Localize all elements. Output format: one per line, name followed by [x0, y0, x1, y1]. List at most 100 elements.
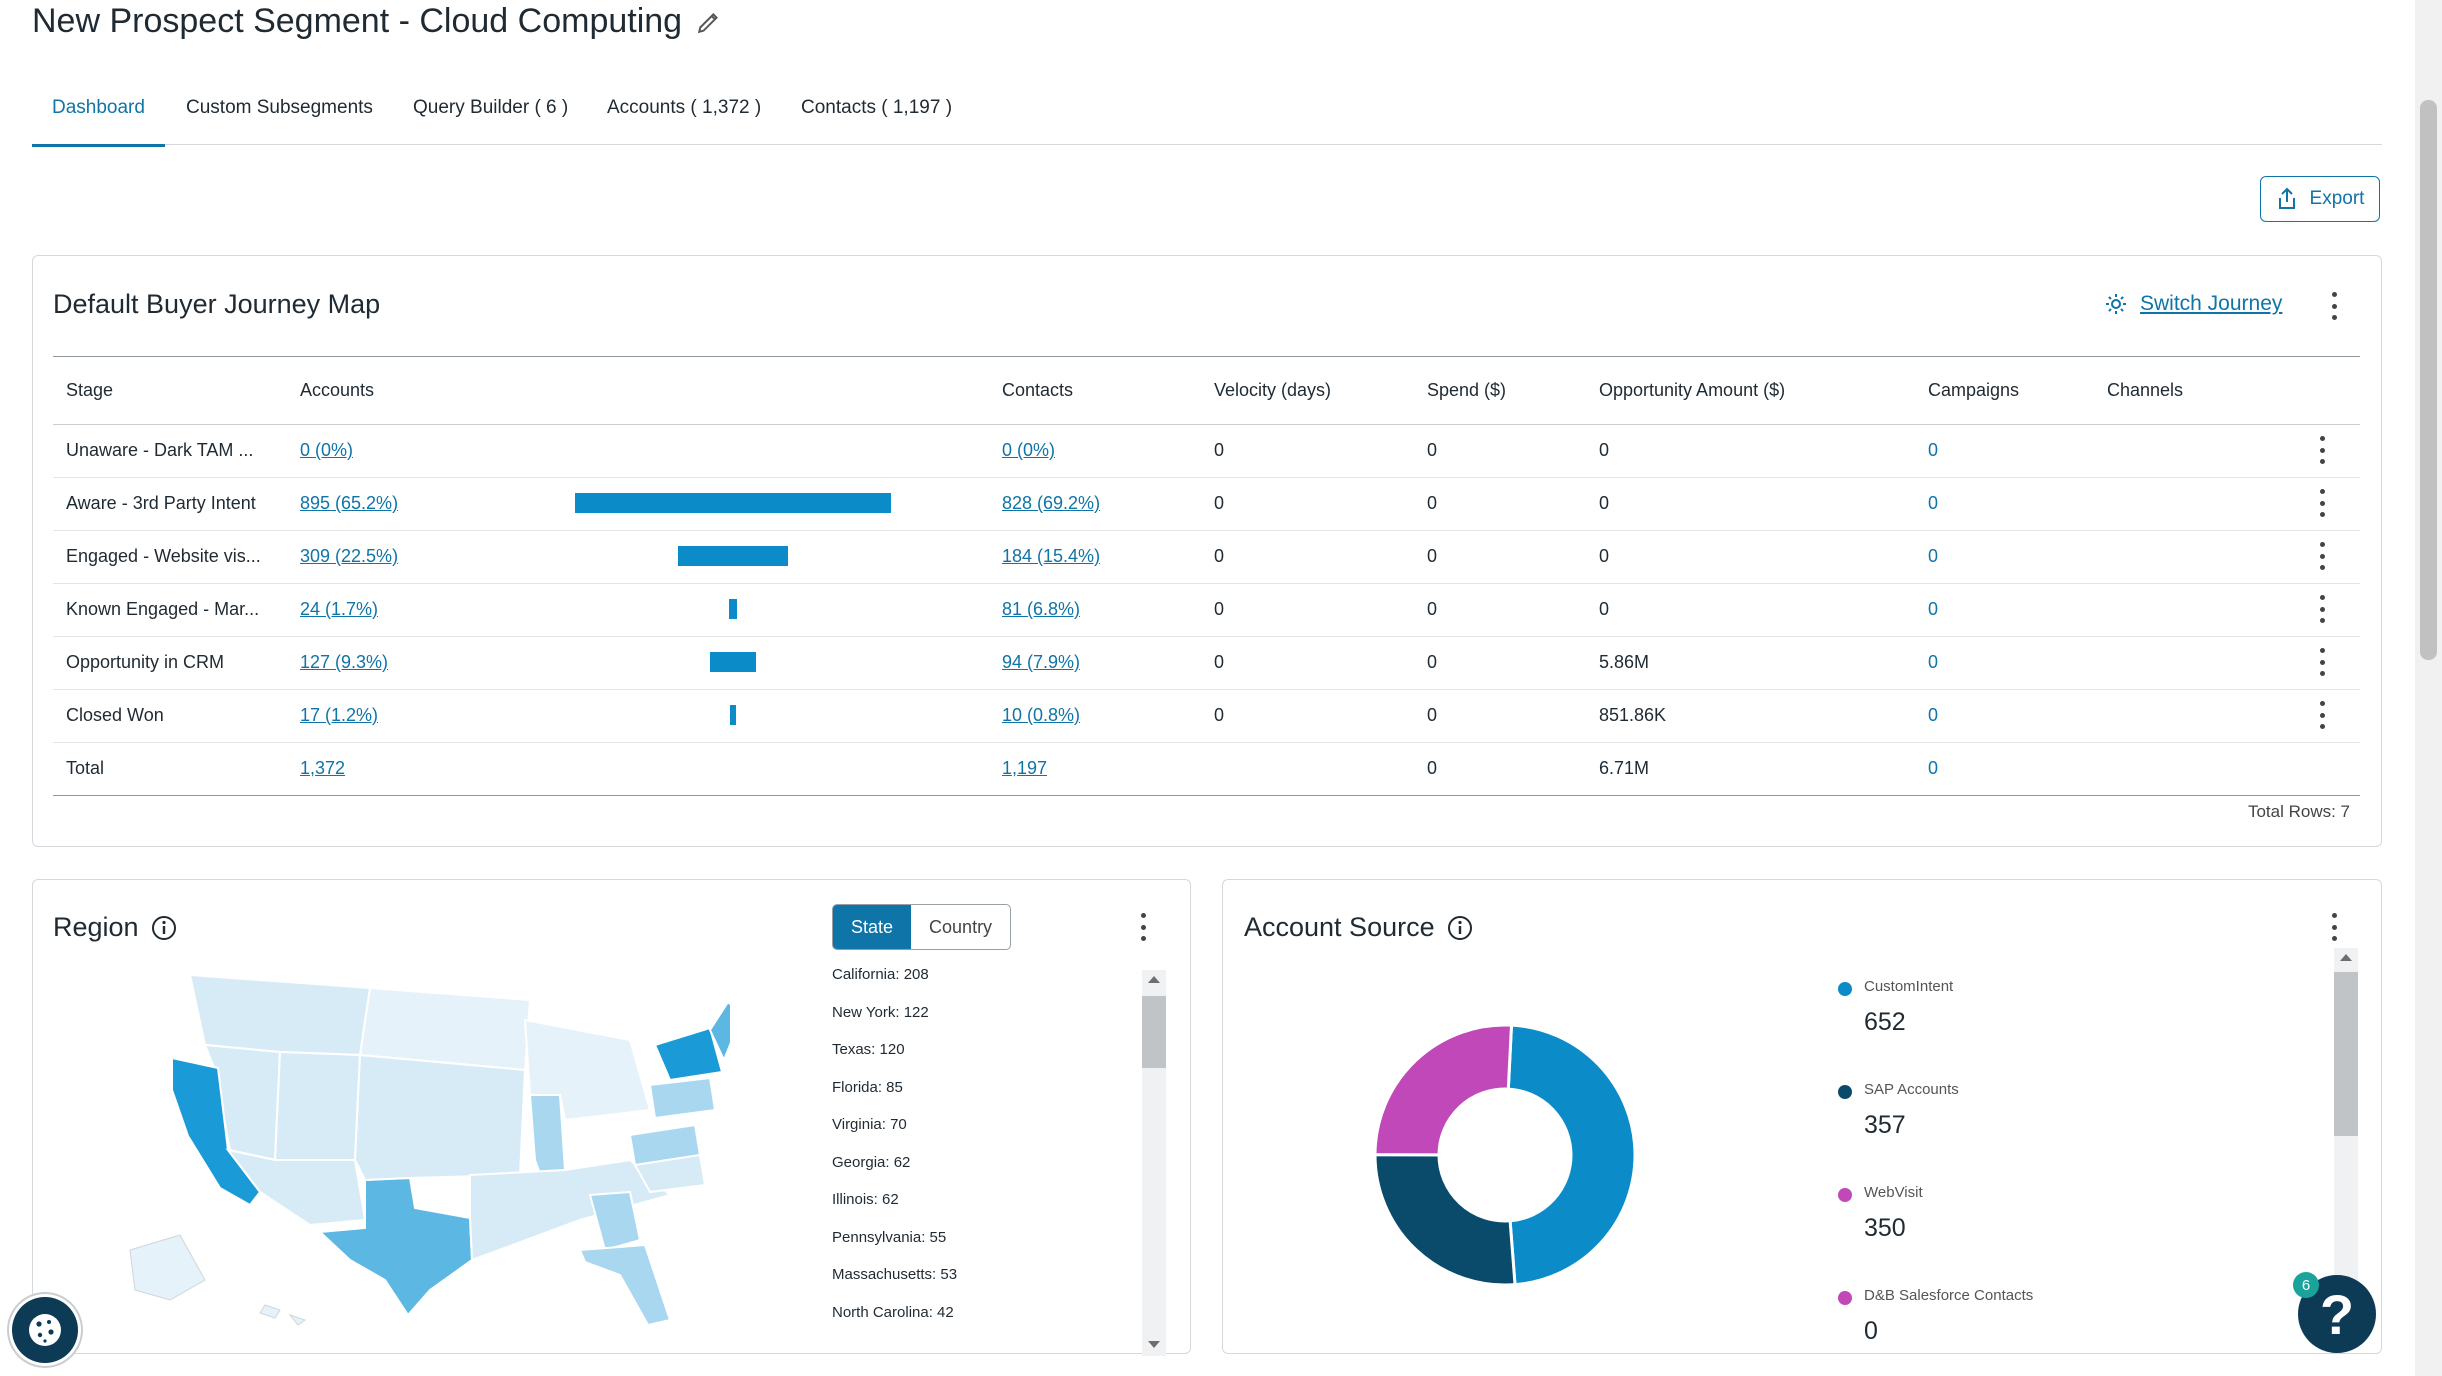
export-label: Export: [2309, 188, 2365, 209]
map-state-north-carolina: [633, 1153, 707, 1194]
campaigns-link[interactable]: 0: [1928, 652, 1939, 672]
row-more-icon[interactable]: [2316, 542, 2328, 570]
campaigns-link[interactable]: 0: [1928, 440, 1939, 460]
campaigns-link[interactable]: 0: [1928, 599, 1939, 619]
tab-accounts[interactable]: Accounts ( 1,372 ): [607, 97, 762, 118]
table-row: Closed Won 17 (1.2%) 10 (0.8%) 0 0 851.8…: [53, 689, 2360, 743]
spend-cell: 0: [1427, 440, 1438, 460]
contacts-link[interactable]: 184 (15.4%): [1002, 546, 1101, 566]
donut-slice-webvisit[interactable]: [1373, 1023, 1514, 1157]
country-toggle[interactable]: Country: [929, 916, 993, 937]
spend-cell: 0: [1427, 546, 1438, 566]
scroll-up-icon[interactable]: [1148, 976, 1160, 983]
map-state-new-york: [653, 1026, 724, 1082]
table-row: Unaware - Dark TAM ... 0 (0%) 0 (0%) 0 0…: [53, 424, 2360, 478]
list-item: Illinois: 62: [832, 1191, 899, 1208]
total-label: Total: [66, 758, 105, 778]
journey-more-icon[interactable]: [2328, 292, 2340, 320]
map-state-massachusetts: [708, 1000, 730, 1063]
state-country-toggle: State Country: [832, 904, 1012, 950]
total-rows-label: Total Rows: 7: [2247, 802, 2350, 821]
map-state-pennsylvania: [648, 1076, 717, 1120]
account-source-title-wrap: Account Source: [1244, 912, 1473, 943]
stage-cell: Unaware - Dark TAM ...: [66, 440, 254, 460]
total-campaigns-link[interactable]: 0: [1928, 758, 1939, 778]
accounts-link[interactable]: 309 (22.5%): [300, 546, 399, 566]
donut-slice-customintent[interactable]: [1506, 1023, 1637, 1287]
scroll-thumb[interactable]: [2334, 972, 2358, 1136]
spend-cell: 0: [1427, 493, 1438, 513]
stage-cell: Aware - 3rd Party Intent: [66, 493, 256, 513]
export-button[interactable]: Export: [2260, 176, 2380, 222]
row-more-icon[interactable]: [2316, 436, 2328, 464]
map-region-mountain: [273, 1050, 362, 1161]
accounts-link[interactable]: 24 (1.7%): [300, 599, 379, 619]
tab-dashboard[interactable]: Dashboard: [32, 96, 165, 147]
region-list: California: 208 New York: 122 Texas: 120…: [832, 966, 957, 1341]
tab-contacts[interactable]: Contacts ( 1,197 ): [801, 97, 953, 118]
cookie-settings-button[interactable]: [12, 1297, 78, 1363]
opportunity-cell: 0: [1599, 440, 1610, 460]
row-more-icon[interactable]: [2316, 595, 2328, 623]
account-bar: [730, 705, 736, 725]
accounts-link[interactable]: 17 (1.2%): [300, 705, 379, 725]
scroll-thumb[interactable]: [1142, 996, 1166, 1068]
contacts-link[interactable]: 0 (0%): [1002, 440, 1056, 460]
accounts-link[interactable]: 895 (65.2%): [300, 493, 399, 513]
scroll-up-icon[interactable]: [2340, 954, 2352, 961]
contacts-link[interactable]: 10 (0.8%): [1002, 705, 1081, 725]
donut-slice-sap-accounts[interactable]: [1373, 1153, 1517, 1287]
state-toggle[interactable]: State: [833, 905, 912, 949]
table-row: Opportunity in CRM 127 (9.3%) 94 (7.9%) …: [53, 636, 2360, 690]
account-bar: [728, 599, 738, 619]
row-more-icon[interactable]: [2316, 648, 2328, 676]
velocity-cell: 0: [1214, 599, 1225, 619]
campaigns-link[interactable]: 0: [1928, 493, 1939, 513]
row-more-icon[interactable]: [2316, 489, 2328, 517]
table-row: Engaged - Website vis... 309 (22.5%) 184…: [53, 530, 2360, 584]
velocity-cell: 0: [1214, 440, 1225, 460]
velocity-cell: 0: [1214, 493, 1225, 513]
campaigns-link[interactable]: 0: [1928, 705, 1939, 725]
us-state-map: [129, 973, 730, 1327]
accounts-link[interactable]: 0 (0%): [300, 440, 354, 460]
account-source-more-icon[interactable]: [2328, 913, 2340, 941]
map-region-midwest: [523, 1018, 652, 1122]
legend-value: 652: [1864, 1008, 1906, 1036]
spend-cell: 0: [1427, 599, 1438, 619]
velocity-cell: 0: [1214, 705, 1225, 725]
region-more-icon[interactable]: [1137, 913, 1149, 941]
info-icon[interactable]: [1447, 915, 1473, 941]
legend-dot: [1838, 1291, 1852, 1305]
legend-dot: [1838, 982, 1852, 996]
map-region-hawaii: [259, 1304, 307, 1326]
page-scroll-thumb[interactable]: [2420, 100, 2437, 660]
info-icon[interactable]: [151, 915, 177, 941]
contacts-link[interactable]: 94 (7.9%): [1002, 652, 1081, 672]
spend-cell: 0: [1427, 705, 1438, 725]
total-contacts-link[interactable]: 1,197: [1002, 758, 1048, 778]
row-more-icon[interactable]: [2316, 701, 2328, 729]
list-item: Massachusetts: 53: [832, 1266, 958, 1283]
switch-journey-link[interactable]: Switch Journey: [2104, 292, 2282, 316]
legend-value: 357: [1864, 1111, 1906, 1139]
page-scrollbar[interactable]: [2415, 0, 2442, 1376]
region-scrollbar[interactable]: [1142, 970, 1166, 1356]
map-region-northwest: [188, 973, 372, 1057]
opportunity-cell: 851.86K: [1599, 705, 1667, 725]
campaigns-link[interactable]: 0: [1928, 546, 1939, 566]
tab-custom-subsegments[interactable]: Custom Subsegments: [186, 97, 373, 118]
contacts-link[interactable]: 81 (6.8%): [1002, 599, 1081, 619]
pencil-icon[interactable]: [696, 9, 722, 35]
contacts-link[interactable]: 828 (69.2%): [1002, 493, 1101, 513]
column-header-opportunity: Opportunity Amount ($): [1599, 380, 1786, 400]
account-source-title: Account Source: [1244, 912, 1435, 942]
total-accounts-link[interactable]: 1,372: [300, 758, 346, 778]
spend-cell: 0: [1427, 652, 1438, 672]
legend-dot: [1838, 1188, 1852, 1202]
accounts-link[interactable]: 127 (9.3%): [300, 652, 389, 672]
velocity-cell: 0: [1214, 546, 1225, 566]
tab-query-builder[interactable]: Query Builder ( 6 ): [413, 97, 569, 118]
total-opportunity-cell: 6.71M: [1599, 758, 1650, 778]
scroll-down-icon[interactable]: [1148, 1341, 1160, 1348]
